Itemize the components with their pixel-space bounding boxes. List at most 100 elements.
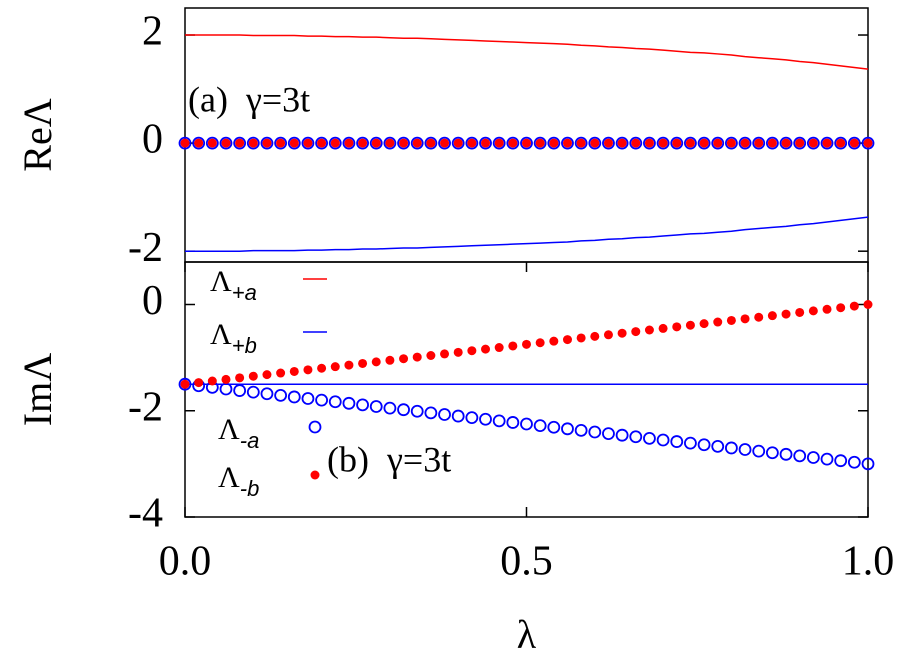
- dot-marker: [399, 138, 409, 148]
- dot-marker: [276, 368, 286, 378]
- legend-label: Λ+a: [210, 265, 257, 305]
- circle-marker: [479, 136, 492, 150]
- y-axis-label: ReΛ: [15, 98, 60, 171]
- annotation: (b) γ=3t: [327, 439, 451, 479]
- circle-marker: [684, 136, 697, 150]
- circle-marker: [752, 444, 766, 458]
- circle-marker: [479, 412, 492, 426]
- dot-marker: [535, 138, 545, 148]
- circle-marker: [779, 447, 793, 461]
- circle-marker: [192, 136, 206, 150]
- circle-marker: [725, 136, 738, 150]
- dot-marker: [658, 138, 668, 148]
- dot-marker: [849, 138, 859, 148]
- dot-marker: [644, 325, 654, 335]
- dot-marker: [617, 328, 627, 338]
- circle-marker: [424, 406, 438, 420]
- dot-marker: [317, 363, 327, 373]
- circle-marker: [820, 136, 834, 150]
- circle-marker: [793, 449, 807, 463]
- circle-marker: [561, 422, 574, 436]
- circle-marker: [861, 136, 875, 150]
- dot-marker: [385, 355, 395, 365]
- circle-marker: [574, 136, 588, 150]
- dot-marker: [508, 138, 518, 148]
- circle-marker: [725, 441, 738, 455]
- dot-marker: [235, 373, 245, 383]
- circle-marker: [752, 136, 766, 150]
- circle-marker: [711, 136, 725, 150]
- circle-marker: [520, 136, 533, 150]
- dot-marker: [590, 138, 600, 148]
- circle-marker: [588, 425, 602, 439]
- circle-marker: [847, 136, 861, 150]
- circle-marker: [178, 377, 192, 391]
- circle-marker: [629, 430, 643, 444]
- dot-marker: [522, 138, 531, 148]
- plot-frame: [184, 7, 869, 263]
- dot-marker: [808, 306, 818, 316]
- dot-marker: [303, 138, 313, 148]
- y-tick-label: -2: [128, 384, 163, 430]
- dot-marker: [412, 352, 422, 362]
- circle-marker: [342, 396, 356, 410]
- dot-marker: [740, 138, 750, 148]
- circle-marker: [738, 443, 752, 456]
- dot-marker: [426, 138, 436, 148]
- circle-marker: [738, 136, 752, 150]
- circle-marker: [834, 136, 848, 150]
- x-axis-label: λ: [517, 612, 537, 657]
- dot-marker: [481, 344, 491, 354]
- dot-marker: [440, 349, 450, 359]
- dot-marker: [754, 312, 764, 322]
- dot-marker: [590, 331, 600, 341]
- series-line: [185, 216, 869, 252]
- dot-marker: [781, 309, 791, 319]
- x-tick-label: 0.5: [500, 539, 553, 585]
- circle-marker: [670, 136, 684, 150]
- circle-marker: [547, 420, 561, 434]
- circle-marker: [219, 136, 233, 150]
- circle-marker: [629, 136, 643, 150]
- dot-marker: [412, 138, 422, 148]
- circle-marker: [301, 392, 315, 405]
- dot-marker: [180, 379, 190, 389]
- circle-marker: [260, 387, 274, 401]
- dot-marker: [494, 138, 504, 148]
- dot-marker: [863, 300, 873, 309]
- dot-marker: [262, 370, 272, 380]
- dot-marker: [467, 138, 477, 148]
- circle-marker: [861, 457, 875, 471]
- circle-marker: [779, 136, 793, 150]
- dot-marker: [549, 336, 559, 346]
- circle-marker: [847, 455, 861, 469]
- circle-marker: [233, 384, 247, 397]
- circle-marker: [547, 136, 561, 150]
- y-tick-label: -4: [128, 491, 163, 537]
- dot-marker: [344, 138, 354, 148]
- dot-marker: [631, 327, 641, 337]
- dot-marker: [385, 138, 395, 148]
- circle-marker: [506, 416, 520, 429]
- dot-marker: [549, 138, 559, 148]
- circle-marker: [492, 136, 506, 150]
- circle-marker: [643, 136, 656, 150]
- circle-marker: [520, 417, 533, 431]
- circle-marker: [356, 136, 369, 150]
- circle-marker: [451, 136, 465, 150]
- circle-marker: [451, 409, 465, 423]
- circle-marker: [465, 411, 479, 425]
- dot-marker: [289, 366, 299, 376]
- dot-marker: [440, 138, 450, 148]
- dot-marker: [235, 138, 245, 148]
- dot-marker: [262, 138, 272, 148]
- dot-marker: [303, 365, 313, 375]
- dot-marker: [822, 138, 832, 148]
- dot-marker: [644, 138, 654, 148]
- dot-marker: [371, 138, 381, 148]
- circle-marker: [205, 136, 219, 150]
- legend-key: [308, 420, 322, 434]
- dot-marker: [344, 360, 354, 370]
- dot-marker: [672, 138, 682, 148]
- dot-marker: [221, 374, 231, 384]
